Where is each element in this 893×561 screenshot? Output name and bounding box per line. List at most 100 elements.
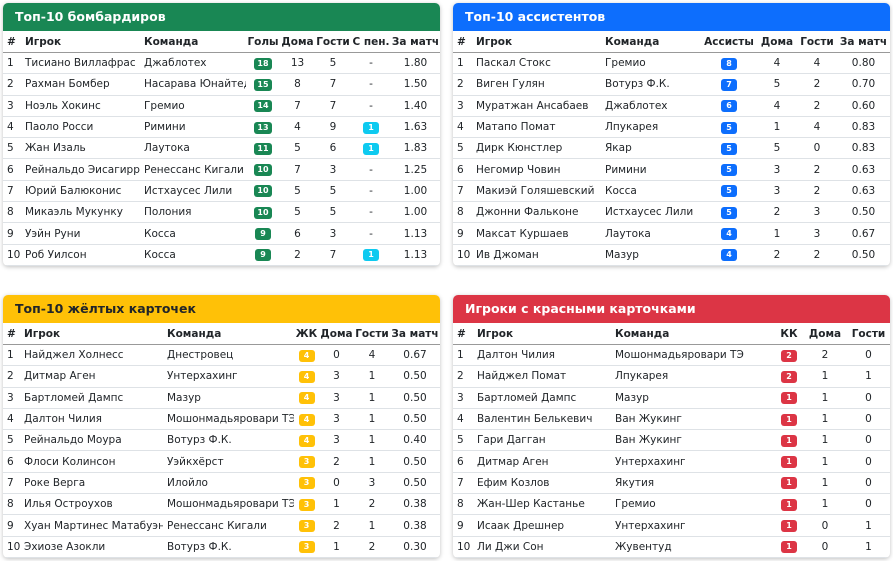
player-row: 6 Флоси Колинсон Уэйкхёрст 3 2 1 0.50 <box>3 450 440 473</box>
cell: 6 <box>3 450 20 473</box>
cell: 2 <box>775 344 803 367</box>
cell-text: 1.80 <box>403 57 428 70</box>
cell: Ренессанс Кигали <box>163 514 294 537</box>
column-header: # <box>3 31 21 53</box>
cell-text: 1 <box>821 498 829 511</box>
player-row: 9 Максат Куршаев Лаутока 4 1 3 0.67 <box>453 222 890 245</box>
cell: 4 <box>294 429 319 452</box>
cell-text: Юрий Балюконис <box>25 184 122 197</box>
cell-text: Косса <box>605 184 637 197</box>
cell: 0.60 <box>837 95 890 117</box>
column-header: КК <box>775 323 803 345</box>
cell-text: 1 <box>821 455 829 468</box>
cell-text: 1.40 <box>403 99 428 112</box>
cell: 0.30 <box>390 536 440 558</box>
cell: Джонни Фальконе <box>472 201 601 224</box>
cell-text: Жан-Шер Кастанье <box>477 498 585 511</box>
cell: Мошонмадьяровари ТЭ <box>163 408 294 431</box>
cell-text: Джаблотех <box>144 57 207 70</box>
cell: 5 <box>453 429 473 452</box>
cell-text: 5 <box>457 434 464 447</box>
cell: 7 <box>315 95 351 117</box>
cell-text: Ван Жукинг <box>615 413 682 426</box>
player-row: 1 Далтон Чилия Мошонмадьяровари ТЭ 2 2 0 <box>453 344 890 367</box>
cell-text: 2 <box>7 78 14 91</box>
cell-text: 3 <box>7 391 14 404</box>
cell: 1 <box>803 450 847 473</box>
cell-text: 0.50 <box>851 248 876 261</box>
cell: 3 <box>797 222 837 245</box>
cell: Косса <box>140 244 246 266</box>
cell-text: 1 <box>821 370 829 383</box>
player-row: 10 Ив Джоман Мазур 4 2 2 0.50 <box>453 244 890 266</box>
count-badge: 13 <box>254 121 272 134</box>
stats-panel: Топ-10 ассистентов # Игрок Команда Ассисты До… <box>453 3 890 266</box>
cell: 2 <box>453 365 473 388</box>
cell-text: Римини <box>144 121 186 134</box>
column-header: За матч <box>391 31 440 53</box>
cell: 8 <box>701 52 757 75</box>
cell: 0 <box>847 493 890 516</box>
cell: 2 <box>797 73 837 96</box>
cell-text: Илья Остроухов <box>24 498 113 511</box>
cell: 10 <box>246 201 280 224</box>
cell-text: Унтерхахинг <box>615 519 686 532</box>
cell-text: 3 <box>333 370 340 383</box>
column-header: Команда <box>601 31 701 53</box>
cell-text: 7 <box>294 99 301 112</box>
cell-text: 2 <box>7 370 14 383</box>
cell: 1 <box>775 408 803 431</box>
cell: 2 <box>319 450 354 473</box>
player-row: 3 Ноэль Хокинс Гремио 14 7 7 - 1.40 <box>3 95 440 117</box>
cell: 5 <box>280 180 315 203</box>
cell-text: 2 <box>813 248 821 261</box>
column-header: Гости <box>315 31 351 53</box>
cell-text: 0 <box>865 455 872 468</box>
cell: 4 <box>294 408 319 431</box>
cell-text: 3 <box>813 227 821 240</box>
cell-text: Рейнальдо Эисагирре <box>25 163 140 176</box>
cell: 0.38 <box>390 514 440 537</box>
column-header: Команда <box>611 323 775 345</box>
cell: 4 <box>797 116 837 139</box>
cell-text: 9 <box>7 519 14 532</box>
cell: 1 <box>453 52 472 75</box>
cell: 1 <box>775 536 803 558</box>
cell: 0.50 <box>390 365 440 388</box>
cell: Ван Жукинг <box>611 408 775 431</box>
cell-text: 0.50 <box>403 391 427 404</box>
player-row: 6 Дитмар Аген Унтерхахинг 1 1 0 <box>453 450 890 473</box>
cell: - <box>351 95 391 117</box>
cell: 4 <box>797 52 837 75</box>
cell-text: Лаутока <box>605 227 651 240</box>
cell: 0.50 <box>837 244 890 266</box>
player-row: 1 Найджел Холнесс Днестровец 4 0 4 0.67 <box>3 344 440 367</box>
column-header: За матч <box>837 31 890 53</box>
cell-text: Ноэль Хокинс <box>25 99 101 112</box>
cell: 6 <box>280 222 315 245</box>
cell: 10 <box>246 158 280 181</box>
stats-panel: Топ-10 бомбардиров # Игрок Команда Голы Дома Г… <box>3 3 440 266</box>
count-badge: 3 <box>298 456 315 469</box>
cell-text: 2 <box>457 78 464 91</box>
cell-text: 2 <box>813 99 821 112</box>
cell: 3 <box>319 387 354 409</box>
cell-text: 1 <box>7 57 14 70</box>
cell: - <box>351 73 391 96</box>
cell: 3 <box>453 95 472 117</box>
player-row: 4 Матапо Помат Лпукарея 5 1 4 0.83 <box>453 116 890 139</box>
player-row: 10 Роб Уилсон Косса 9 2 7 1 1.13 <box>3 244 440 266</box>
cell: 0 <box>847 429 890 452</box>
cell: Найджел Холнесс <box>20 344 163 367</box>
cell: Гремио <box>601 52 701 75</box>
cell: 4 <box>3 116 21 139</box>
player-row: 2 Рахман Бомбер Насарава Юнайтед 15 8 7 - 1.50 <box>3 73 440 96</box>
cell: Юрий Балюконис <box>21 180 140 203</box>
player-row: 5 Жан Изаль Лаутока 11 5 6 1 1.83 <box>3 137 440 160</box>
cell-text: Негомир Човин <box>476 163 561 176</box>
cell-text: 3 <box>368 476 376 489</box>
cell-text: 0 <box>821 519 829 532</box>
cell: 4 <box>294 344 319 367</box>
cell-text: 1 <box>7 349 14 362</box>
header-row: # Игрок Команда ЖК Дома Гости За матч <box>3 323 440 345</box>
